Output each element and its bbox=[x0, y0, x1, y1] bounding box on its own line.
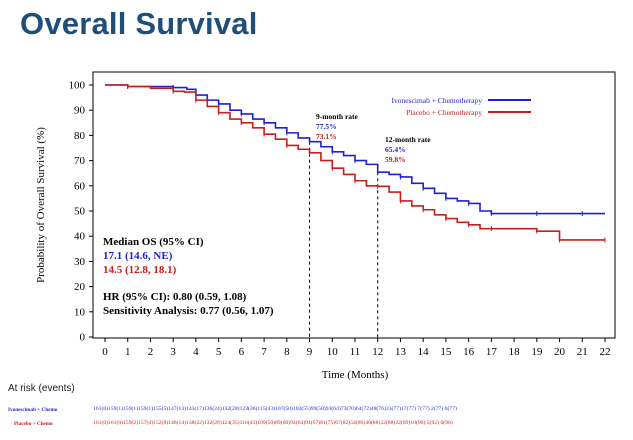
x-tick-label: 1 bbox=[125, 346, 131, 358]
x-tick-label: 14 bbox=[418, 346, 430, 358]
x-tick-label: 7 bbox=[261, 346, 267, 358]
y-tick-label: 10 bbox=[74, 306, 86, 318]
x-tick-label: 22 bbox=[600, 346, 611, 358]
hazard-ratio: HR (95% CI): 0.80 (0.59, 1.08) bbox=[103, 291, 247, 303]
x-tick-label: 16 bbox=[463, 346, 475, 358]
x-tick-label: 20 bbox=[554, 346, 566, 358]
x-tick-label: 15 bbox=[440, 346, 452, 358]
median-os-pbo: 14.5 (12.8, 18.1) bbox=[103, 264, 177, 276]
y-tick-label: 50 bbox=[74, 206, 86, 218]
x-tick-label: 11 bbox=[350, 346, 361, 358]
y-tick-label: 100 bbox=[69, 80, 86, 92]
x-tick-label: 21 bbox=[577, 346, 588, 358]
x-tick-label: 19 bbox=[531, 346, 543, 358]
annotation-12-month-title: 12-month rate bbox=[385, 135, 431, 144]
at-risk-values-pbo: 161(0)161(0)159(2)157(4)152(8)146(14)138… bbox=[93, 420, 453, 426]
annotation-9-month-pbo: 73.1% bbox=[316, 132, 337, 141]
y-tick-label: 90 bbox=[74, 105, 86, 117]
y-tick-label: 0 bbox=[80, 332, 86, 344]
survival-curve-ivonescimab bbox=[105, 84, 605, 215]
annotation-9-month-title: 9-month rate bbox=[316, 112, 359, 121]
x-tick-label: 17 bbox=[486, 346, 498, 358]
y-tick-label: 60 bbox=[74, 180, 86, 192]
median-os-ivo: 17.1 (14.6, NE) bbox=[103, 250, 173, 262]
x-tick-label: 13 bbox=[395, 346, 407, 358]
median-os-title: Median OS (95% CI) bbox=[103, 236, 204, 248]
legend-label-ivonescimab: Ivonescimab + Chemotherapy bbox=[392, 96, 483, 105]
y-tick-label: 40 bbox=[74, 231, 86, 243]
at-risk-values-ivo: 161(0)159(1)159(1)159(1)155(5)147(13)143… bbox=[93, 406, 457, 412]
x-tick-label: 8 bbox=[284, 346, 290, 358]
x-tick-label: 18 bbox=[509, 346, 521, 358]
x-tick-label: 12 bbox=[372, 346, 383, 358]
y-axis-label: Probability of Overall Survival (%) bbox=[35, 127, 47, 283]
x-tick-label: 0 bbox=[102, 346, 108, 358]
y-tick-label: 20 bbox=[74, 281, 86, 293]
slide-title: Overall Survival bbox=[20, 6, 258, 41]
annotation-9-month-ivo: 77.5% bbox=[316, 122, 337, 131]
x-axis-label: Time (Months) bbox=[322, 369, 389, 381]
at-risk-label-ivo: Ivonescimab + Chemo bbox=[8, 407, 58, 413]
annotation-12-month-ivo: 65.4% bbox=[385, 145, 406, 154]
y-tick-label: 80 bbox=[74, 130, 86, 142]
at-risk-label-pbo: Placebo + Chemo bbox=[14, 421, 53, 427]
x-tick-label: 2 bbox=[148, 346, 154, 358]
plot-frame bbox=[92, 71, 616, 339]
x-tick-label: 6 bbox=[239, 346, 245, 358]
x-tick-label: 4 bbox=[193, 346, 199, 358]
x-tick-label: 3 bbox=[170, 346, 176, 358]
annotation-12-month-pbo: 59.8% bbox=[385, 155, 406, 164]
legend-label-placebo: Placebo + Chemotherapy bbox=[406, 108, 482, 117]
x-tick-label: 10 bbox=[327, 346, 339, 358]
y-tick-label: 70 bbox=[74, 155, 86, 167]
x-tick-label: 9 bbox=[307, 346, 313, 358]
y-tick-label: 30 bbox=[74, 256, 86, 268]
sensitivity-analysis: Sensitivity Analysis: 0.77 (0.56, 1.07) bbox=[103, 305, 274, 317]
x-tick-label: 5 bbox=[216, 346, 222, 358]
at-risk-title: At risk (events) bbox=[8, 383, 75, 394]
